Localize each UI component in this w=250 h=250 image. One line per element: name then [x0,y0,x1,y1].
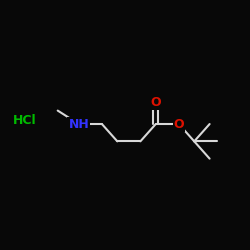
Text: HCl: HCl [13,114,37,127]
Text: O: O [174,118,184,130]
Text: NH: NH [68,118,89,130]
Text: O: O [150,96,161,110]
